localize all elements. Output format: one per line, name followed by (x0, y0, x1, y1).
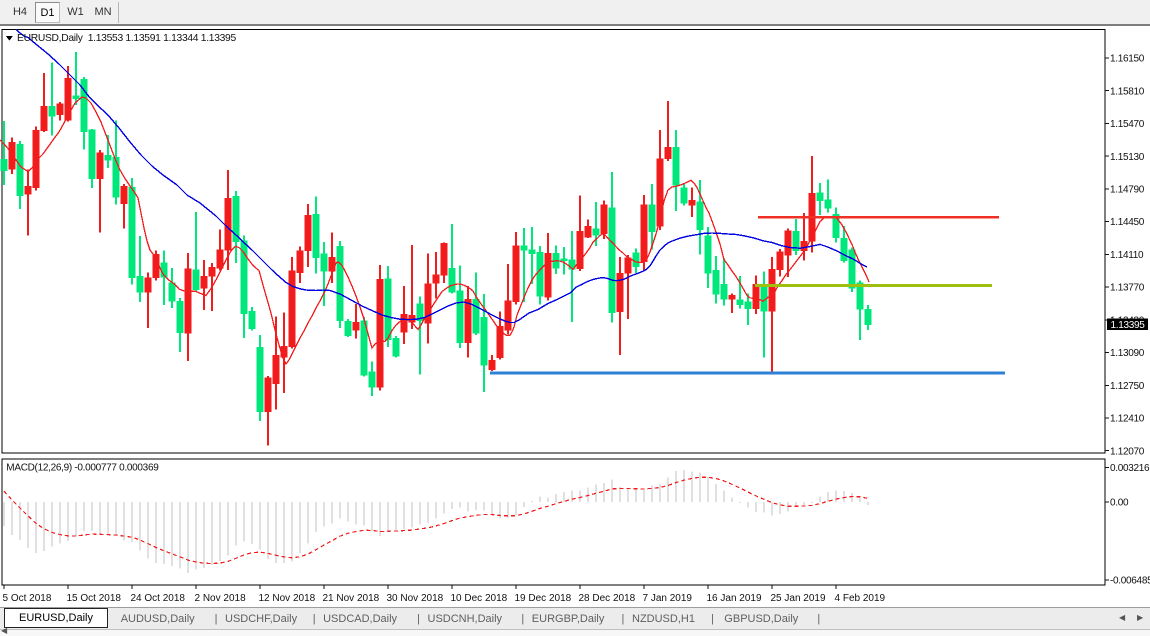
svg-text:EURUSD,Daily 1.13553 1.13591: EURUSD,Daily 1.13553 1.13591 1.13344 1.1… (17, 33, 236, 44)
svg-text:30 Nov 2018: 30 Nov 2018 (387, 593, 444, 604)
svg-text:1.15810: 1.15810 (1110, 86, 1145, 97)
svg-text:1.13395: 1.13395 (1111, 320, 1146, 331)
svg-text:1.16150: 1.16150 (1110, 54, 1145, 65)
svg-text:-0.006485: -0.006485 (1110, 576, 1150, 587)
svg-text:24 Oct 2018: 24 Oct 2018 (131, 593, 186, 604)
svg-text:19 Dec 2018: 19 Dec 2018 (515, 593, 572, 604)
svg-text:1.14110: 1.14110 (1110, 250, 1144, 261)
svg-text:0.00: 0.00 (1110, 498, 1129, 509)
svg-text:16 Jan 2019: 16 Jan 2019 (707, 593, 762, 604)
svg-text:7 Jan 2019: 7 Jan 2019 (643, 593, 693, 604)
svg-text:1.14450: 1.14450 (1110, 217, 1145, 228)
svg-text:21 Nov 2018: 21 Nov 2018 (323, 593, 380, 604)
svg-text:0.003216: 0.003216 (1110, 463, 1150, 474)
svg-text:2 Nov 2018: 2 Nov 2018 (195, 593, 247, 604)
svg-text:15 Oct 2018: 15 Oct 2018 (67, 593, 122, 604)
svg-text:10 Dec 2018: 10 Dec 2018 (451, 593, 508, 604)
svg-text:1.15470: 1.15470 (1110, 119, 1145, 130)
svg-text:1.12410: 1.12410 (1110, 414, 1145, 425)
svg-text:1.12750: 1.12750 (1110, 381, 1145, 392)
svg-text:1.12070: 1.12070 (1110, 446, 1145, 457)
svg-text:12 Nov 2018: 12 Nov 2018 (259, 593, 316, 604)
svg-text:1.13090: 1.13090 (1110, 348, 1145, 359)
svg-text:MACD(12,26,9) -0.000777 0.0003: MACD(12,26,9) -0.000777 0.000369 (6, 463, 159, 474)
svg-text:5 Oct 2018: 5 Oct 2018 (3, 593, 52, 604)
svg-text:4 Feb 2019: 4 Feb 2019 (835, 593, 886, 604)
svg-text:1.13770: 1.13770 (1110, 283, 1145, 294)
svg-text:1.14790: 1.14790 (1110, 185, 1145, 196)
svg-text:25 Jan 2019: 25 Jan 2019 (771, 593, 826, 604)
svg-text:28 Dec 2018: 28 Dec 2018 (579, 593, 636, 604)
svg-text:1.15130: 1.15130 (1110, 152, 1145, 163)
